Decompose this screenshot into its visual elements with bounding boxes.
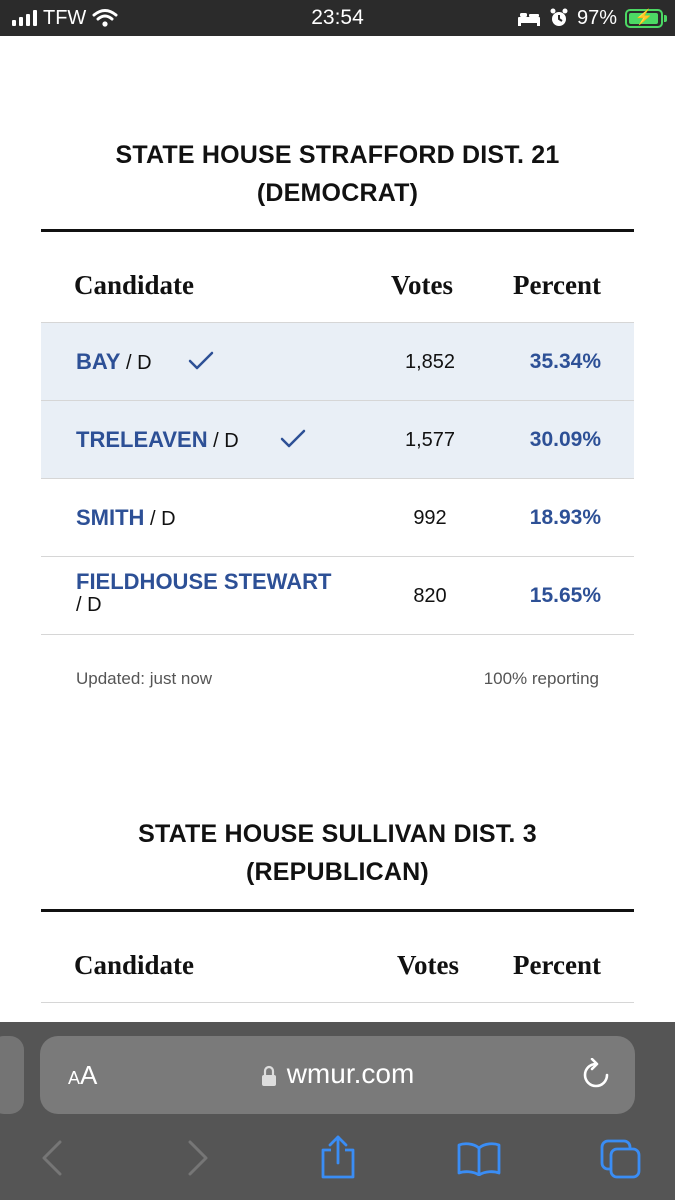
status-left: TFW (12, 6, 118, 30)
percent-cell: 18.93% (529, 506, 601, 529)
candidate-name-link[interactable]: TRELEAVEN (76, 427, 208, 452)
updated-label: Updated: just now (76, 669, 213, 688)
alarm-icon (550, 8, 568, 26)
winner-check-icon (188, 351, 214, 370)
column-header-votes: Votes (391, 270, 454, 300)
candidate-name-link[interactable]: FIELDHOUSE STEWART (76, 569, 332, 594)
table-row: TRELEAVEN / D 1,577 30.09% (41, 401, 634, 479)
party-label: / D (76, 594, 102, 616)
back-icon[interactable] (40, 1138, 64, 1178)
previous-tab-peek[interactable] (0, 1036, 24, 1114)
bolt-icon: ⚡ (634, 8, 654, 26)
battery-charging-icon: ⚡ (625, 8, 667, 28)
url-display[interactable]: wmur.com (40, 1058, 635, 1090)
percent-cell: 30.09% (529, 428, 601, 451)
race-title-line1: STATE HOUSE SULLIVAN DIST. 3 (138, 820, 537, 848)
battery-level (629, 12, 658, 24)
column-header-percent: Percent (513, 270, 601, 300)
race-title-line2: (DEMOCRAT) (256, 179, 419, 207)
bookmarks-icon[interactable] (456, 1140, 502, 1176)
table-row: FIELDHOUSE STEWART / D 820 15.65% (41, 557, 634, 635)
race-results-card: STATE HOUSE STRAFFORD DIST. 21 (DEMOCRAT… (41, 136, 634, 688)
candidate-cell: FIELDHOUSE STEWART / D (76, 569, 366, 617)
header-divider (41, 322, 634, 323)
candidate-cell: SMITH / D (76, 505, 176, 531)
wifi-icon (92, 9, 118, 27)
table-row: SMITH / D 992 18.93% (41, 479, 634, 557)
share-icon[interactable] (318, 1134, 358, 1180)
column-header-votes: Votes (397, 950, 460, 980)
race-title: STATE HOUSE STRAFFORD DIST. 21 (DEMOCRAT… (41, 136, 634, 212)
header-divider (41, 1002, 634, 1003)
browser-toolbar: AA wmur.com (0, 1022, 675, 1200)
text-size-button[interactable]: AA (68, 1060, 97, 1091)
text-size-small: A (68, 1068, 81, 1088)
status-bar: TFW 23:54 97% ⚡ (0, 0, 675, 36)
table-row: BAY / D 1,852 35.34% (41, 323, 634, 401)
votes-cell: 992 (413, 507, 447, 529)
title-divider (41, 909, 634, 912)
url-text: wmur.com (286, 1058, 415, 1089)
votes-cell: 1,852 (404, 351, 456, 373)
battery-percent: 97% (576, 6, 617, 29)
race-title-line2: (REPUBLICAN) (246, 858, 429, 886)
reporting-label: 100% reporting (483, 669, 599, 688)
column-header-candidate: Candidate (74, 270, 195, 300)
race-title-line1: STATE HOUSE STRAFFORD DIST. 21 (115, 141, 560, 169)
status-right: 97% ⚡ (517, 6, 667, 30)
address-bar[interactable]: AA wmur.com (40, 1036, 635, 1114)
signal-icon (12, 10, 37, 26)
candidate-name-link[interactable]: BAY (76, 349, 121, 374)
column-header-percent: Percent (513, 950, 601, 980)
percent-cell: 35.34% (529, 350, 601, 373)
reload-icon[interactable] (581, 1058, 611, 1092)
lock-icon (261, 1065, 276, 1086)
title-divider (41, 229, 634, 232)
votes-cell: 1,577 (404, 429, 456, 451)
winner-check-icon (280, 429, 306, 448)
candidate-cell: BAY / D (76, 349, 152, 375)
party-label: / D (144, 508, 176, 530)
candidate-name-link[interactable]: SMITH (76, 505, 145, 530)
clock: 23:54 (311, 6, 364, 29)
text-size-large: A (80, 1060, 98, 1090)
carrier-label: TFW (43, 6, 87, 29)
party-label: / D (207, 430, 239, 452)
percent-cell: 15.65% (529, 584, 601, 607)
party-label: / D (120, 352, 152, 374)
bed-icon (517, 13, 540, 26)
candidate-cell: TRELEAVEN / D (76, 427, 239, 453)
forward-icon[interactable] (186, 1138, 210, 1178)
race-results-card: STATE HOUSE SULLIVAN DIST. 3 (REPUBLICAN… (41, 815, 634, 1003)
race-title: STATE HOUSE SULLIVAN DIST. 3 (REPUBLICAN… (41, 815, 634, 891)
column-header-candidate: Candidate (74, 950, 195, 980)
tabs-icon[interactable] (599, 1138, 643, 1180)
votes-cell: 820 (413, 585, 447, 607)
